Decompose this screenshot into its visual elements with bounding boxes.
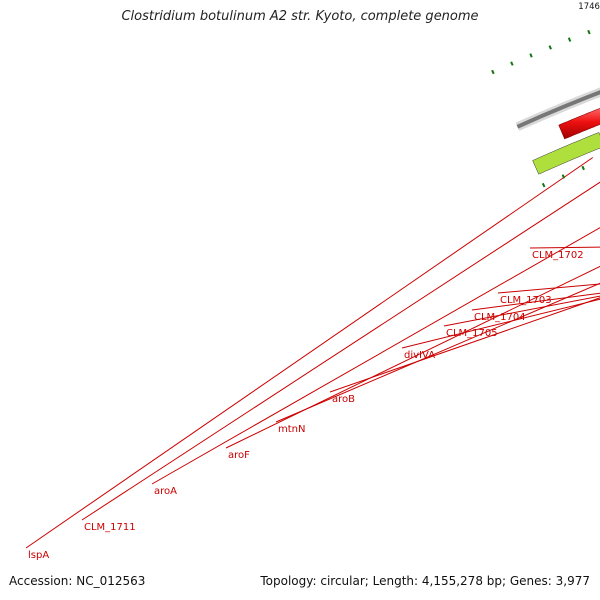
gene-leader-aroa xyxy=(151,227,600,485)
gene-label-aroa: aroA xyxy=(154,486,177,497)
scale-tick-minor xyxy=(491,69,495,75)
gene-label-clm_1711: CLM_1711 xyxy=(84,522,136,533)
gene-label-diviva: divIVA xyxy=(404,350,435,361)
gene-label-clm_1705: CLM_1705 xyxy=(446,328,498,339)
gene-labels: lspA CLM_1711 aroA aroF mtnN aroB divIVA CLM_17… xyxy=(25,157,600,561)
inner-scale-tick xyxy=(581,165,585,171)
scale-ticks: 1737 kbp1738 kbp1739 kbp1740 kbp1741 kbp… xyxy=(491,2,600,188)
reverse-gene-1 xyxy=(532,132,600,175)
gene-label-clm_1702: CLM_1702 xyxy=(532,250,584,261)
backbone-shadow xyxy=(515,87,600,131)
scale-tick-minor xyxy=(529,53,533,58)
scale-tick-minor xyxy=(510,61,514,66)
reverse-strand-features xyxy=(532,132,600,175)
genome-stats: Topology: circular; Length: 4,155,278 bp… xyxy=(260,574,590,588)
scale-label: 1746 kbp xyxy=(578,2,600,12)
gene-leader-diviva xyxy=(401,298,600,349)
scale-tick-minor xyxy=(548,45,552,50)
gene-label-arof: aroF xyxy=(228,450,250,461)
inner-scale-tick xyxy=(561,174,566,179)
scale-tick-minor xyxy=(567,37,572,42)
backbone-ring xyxy=(516,90,600,129)
gene-leader-mtnn xyxy=(275,282,600,423)
forward-strand-features xyxy=(558,107,600,140)
gene-label-clm_1703: CLM_1703 xyxy=(500,295,552,306)
gene-label-lspa: lspA xyxy=(28,550,49,561)
gene-label-mtnn: mtnN xyxy=(278,424,305,435)
gene-leader-clm_1711 xyxy=(81,181,600,521)
gene-leader-arob xyxy=(329,297,600,393)
gene-label-arob: aroB xyxy=(332,394,355,405)
gene-leader-arof xyxy=(225,265,600,449)
gene-leader-lspa xyxy=(25,157,594,549)
genome-backbone xyxy=(515,87,600,131)
genome-title: Clostridium botulinum A2 str. Kyoto, com… xyxy=(121,9,479,24)
gene-leader-clm_1702 xyxy=(529,246,600,249)
accession-label: Accession: NC_012563 xyxy=(9,574,146,588)
gene-leader-clm_1704 xyxy=(471,292,600,311)
scale-tick-minor xyxy=(587,29,591,35)
forward-gene-1 xyxy=(558,107,600,140)
gene-label-clm_1704: CLM_1704 xyxy=(474,312,526,323)
inner-scale-tick xyxy=(541,182,546,188)
